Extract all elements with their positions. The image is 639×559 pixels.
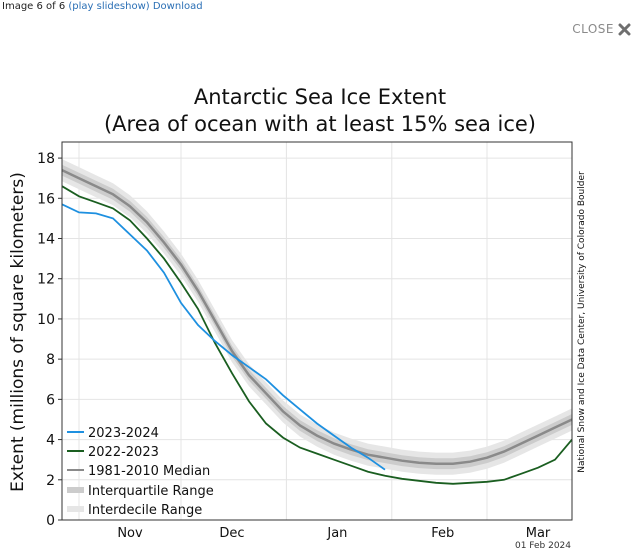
close-icon bbox=[618, 23, 631, 35]
legend-label-median: 1981-2010 Median bbox=[88, 464, 210, 479]
play-slideshow-link[interactable]: (play slideshow) bbox=[68, 1, 150, 12]
series-lines bbox=[61, 168, 573, 485]
y-tick-label: 14 bbox=[37, 232, 55, 248]
sea-ice-chart: Antarctic Sea Ice Extent (Area of ocean … bbox=[8, 85, 587, 541]
chart-title: Antarctic Sea Ice Extent bbox=[194, 85, 446, 109]
close-label: CLOSE bbox=[572, 22, 614, 36]
legend: 2023-2024 2022-2023 1981-2010 Median Int… bbox=[67, 426, 214, 518]
credit-text: National Snow and Ice Data Center, Unive… bbox=[577, 171, 587, 473]
chart-subtitle: (Area of ocean with at least 15% sea ice… bbox=[104, 112, 536, 136]
y-tick-label: 0 bbox=[46, 513, 55, 529]
y-tick-label: 8 bbox=[46, 352, 55, 368]
image-counter: Image 6 of 6 bbox=[2, 1, 66, 12]
date-stamp: 01 Feb 2024 bbox=[514, 541, 571, 551]
y-tick-label: 2 bbox=[46, 473, 55, 489]
legend-label-2023-2024: 2023-2024 bbox=[88, 426, 159, 441]
series-line-2023-2024 bbox=[61, 203, 386, 471]
y-tick-label: 6 bbox=[46, 392, 55, 408]
y-tick-label: 18 bbox=[37, 151, 55, 167]
y-axis-label: Extent (millions of square kilometers) bbox=[8, 172, 28, 492]
x-tick-label: Jan bbox=[326, 526, 347, 541]
x-tick-label: Nov bbox=[117, 526, 143, 541]
x-tick-label: Mar bbox=[526, 526, 551, 541]
close-button[interactable]: CLOSE bbox=[572, 22, 631, 36]
legend-label-interdecile: Interdecile Range bbox=[88, 503, 202, 518]
axis-ticks: 0 2 4 6 8 10 12 14 16 18 Nov Dec Jan Feb Mar bbox=[37, 151, 551, 541]
y-tick-label: 10 bbox=[37, 312, 55, 328]
image-counter-bar: Image 6 of 6 (play slideshow) Download bbox=[2, 1, 203, 12]
download-link[interactable]: Download bbox=[152, 1, 203, 12]
legend-label-interquartile: Interquartile Range bbox=[88, 484, 214, 499]
y-tick-label: 12 bbox=[37, 272, 55, 288]
y-tick-label: 16 bbox=[37, 191, 55, 207]
x-tick-label: Feb bbox=[431, 526, 454, 541]
x-tick-label: Dec bbox=[219, 526, 244, 541]
series-line-2022-2023 bbox=[61, 185, 573, 485]
median-line bbox=[61, 168, 573, 465]
plot-frame bbox=[61, 141, 573, 521]
legend-label-2022-2023: 2022-2023 bbox=[88, 445, 159, 460]
y-tick-label: 4 bbox=[46, 433, 55, 449]
